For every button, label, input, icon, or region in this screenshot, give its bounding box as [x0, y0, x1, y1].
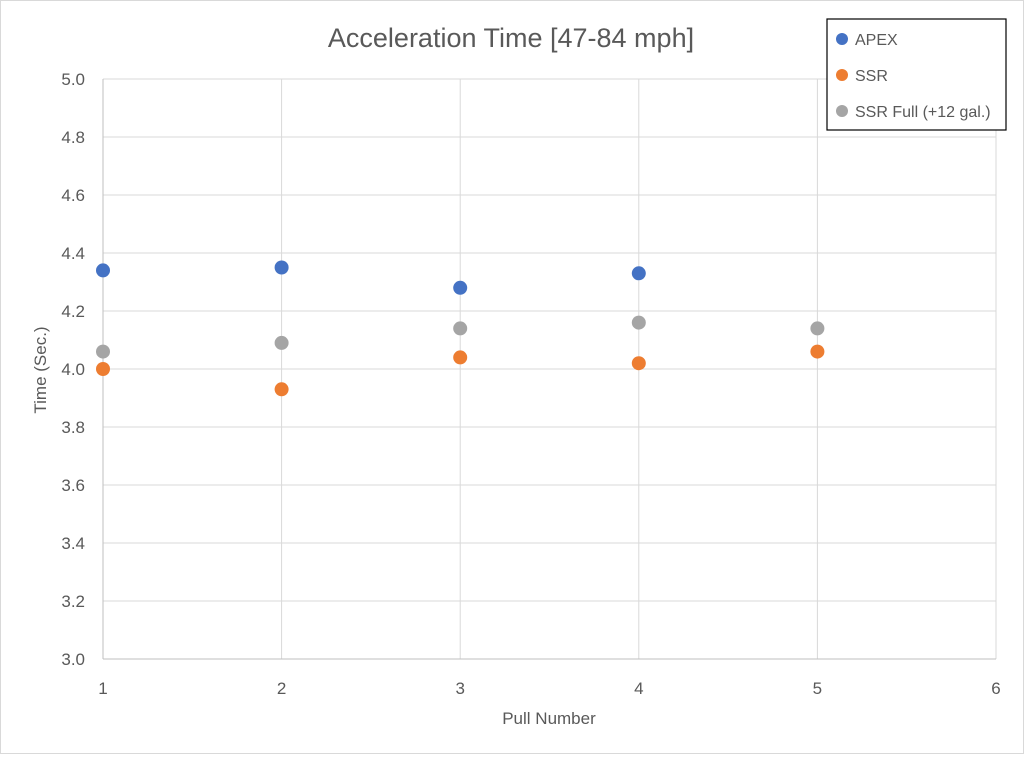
point-ssr	[810, 344, 825, 359]
gridlines	[103, 78, 997, 659]
y-tick-label: 5.0	[61, 70, 85, 89]
y-tick-label: 4.4	[61, 244, 85, 263]
point-ssr	[274, 382, 289, 397]
point-apex	[96, 263, 110, 278]
y-tick-label: 4.8	[61, 128, 85, 147]
point-apex	[274, 260, 289, 275]
y-tick-label: 4.0	[61, 360, 85, 379]
legend-box	[826, 18, 1007, 131]
point-ssr-full-12-gal	[274, 335, 289, 350]
data-points	[96, 260, 825, 397]
point-ssr	[96, 362, 110, 376]
x-tick-label: 6	[991, 679, 1000, 698]
point-ssr-full-12-gal	[96, 344, 110, 359]
y-tick-label: 4.2	[61, 302, 85, 321]
y-tick-label: 4.6	[61, 186, 85, 205]
legend-label: SSR	[855, 68, 888, 85]
y-axis-label: Time (Sec.)	[31, 326, 50, 413]
y-tick-labels: 3.0 3.2 3.4 3.6 3.8 4.0 4.2 4.4 4.6 4.8 5.0	[61, 70, 85, 669]
legend-label: APEX	[855, 32, 898, 49]
x-tick-label: 4	[634, 679, 643, 698]
y-tick-label: 3.4	[61, 534, 85, 553]
y-tick-label: 3.6	[61, 476, 85, 495]
point-apex	[453, 280, 468, 295]
point-ssr	[453, 350, 468, 365]
legend: APEX SSR SSR Full (+12 gal.)	[826, 18, 1007, 131]
y-tick-label: 3.0	[61, 650, 85, 669]
y-tick-label: 3.2	[61, 592, 85, 611]
legend-marker	[836, 33, 848, 45]
point-ssr-full-12-gal	[453, 321, 468, 336]
y-tick-label: 3.8	[61, 418, 85, 437]
x-tick-label: 3	[455, 679, 464, 698]
chart-title: Acceleration Time [47-84 mph]	[328, 23, 694, 53]
point-ssr	[631, 356, 646, 371]
x-tick-label: 5	[813, 679, 822, 698]
legend-label: SSR Full (+12 gal.)	[855, 104, 991, 121]
point-apex	[631, 266, 646, 281]
point-ssr-full-12-gal	[631, 315, 646, 330]
legend-marker	[836, 105, 848, 117]
x-tick-label: 2	[277, 679, 286, 698]
legend-marker	[836, 69, 848, 81]
x-tick-labels: 1 2 3 4 5 6	[98, 679, 1000, 698]
point-ssr-full-12-gal	[810, 321, 825, 336]
x-axis-label: Pull Number	[502, 709, 596, 728]
x-tick-label: 1	[98, 679, 107, 698]
